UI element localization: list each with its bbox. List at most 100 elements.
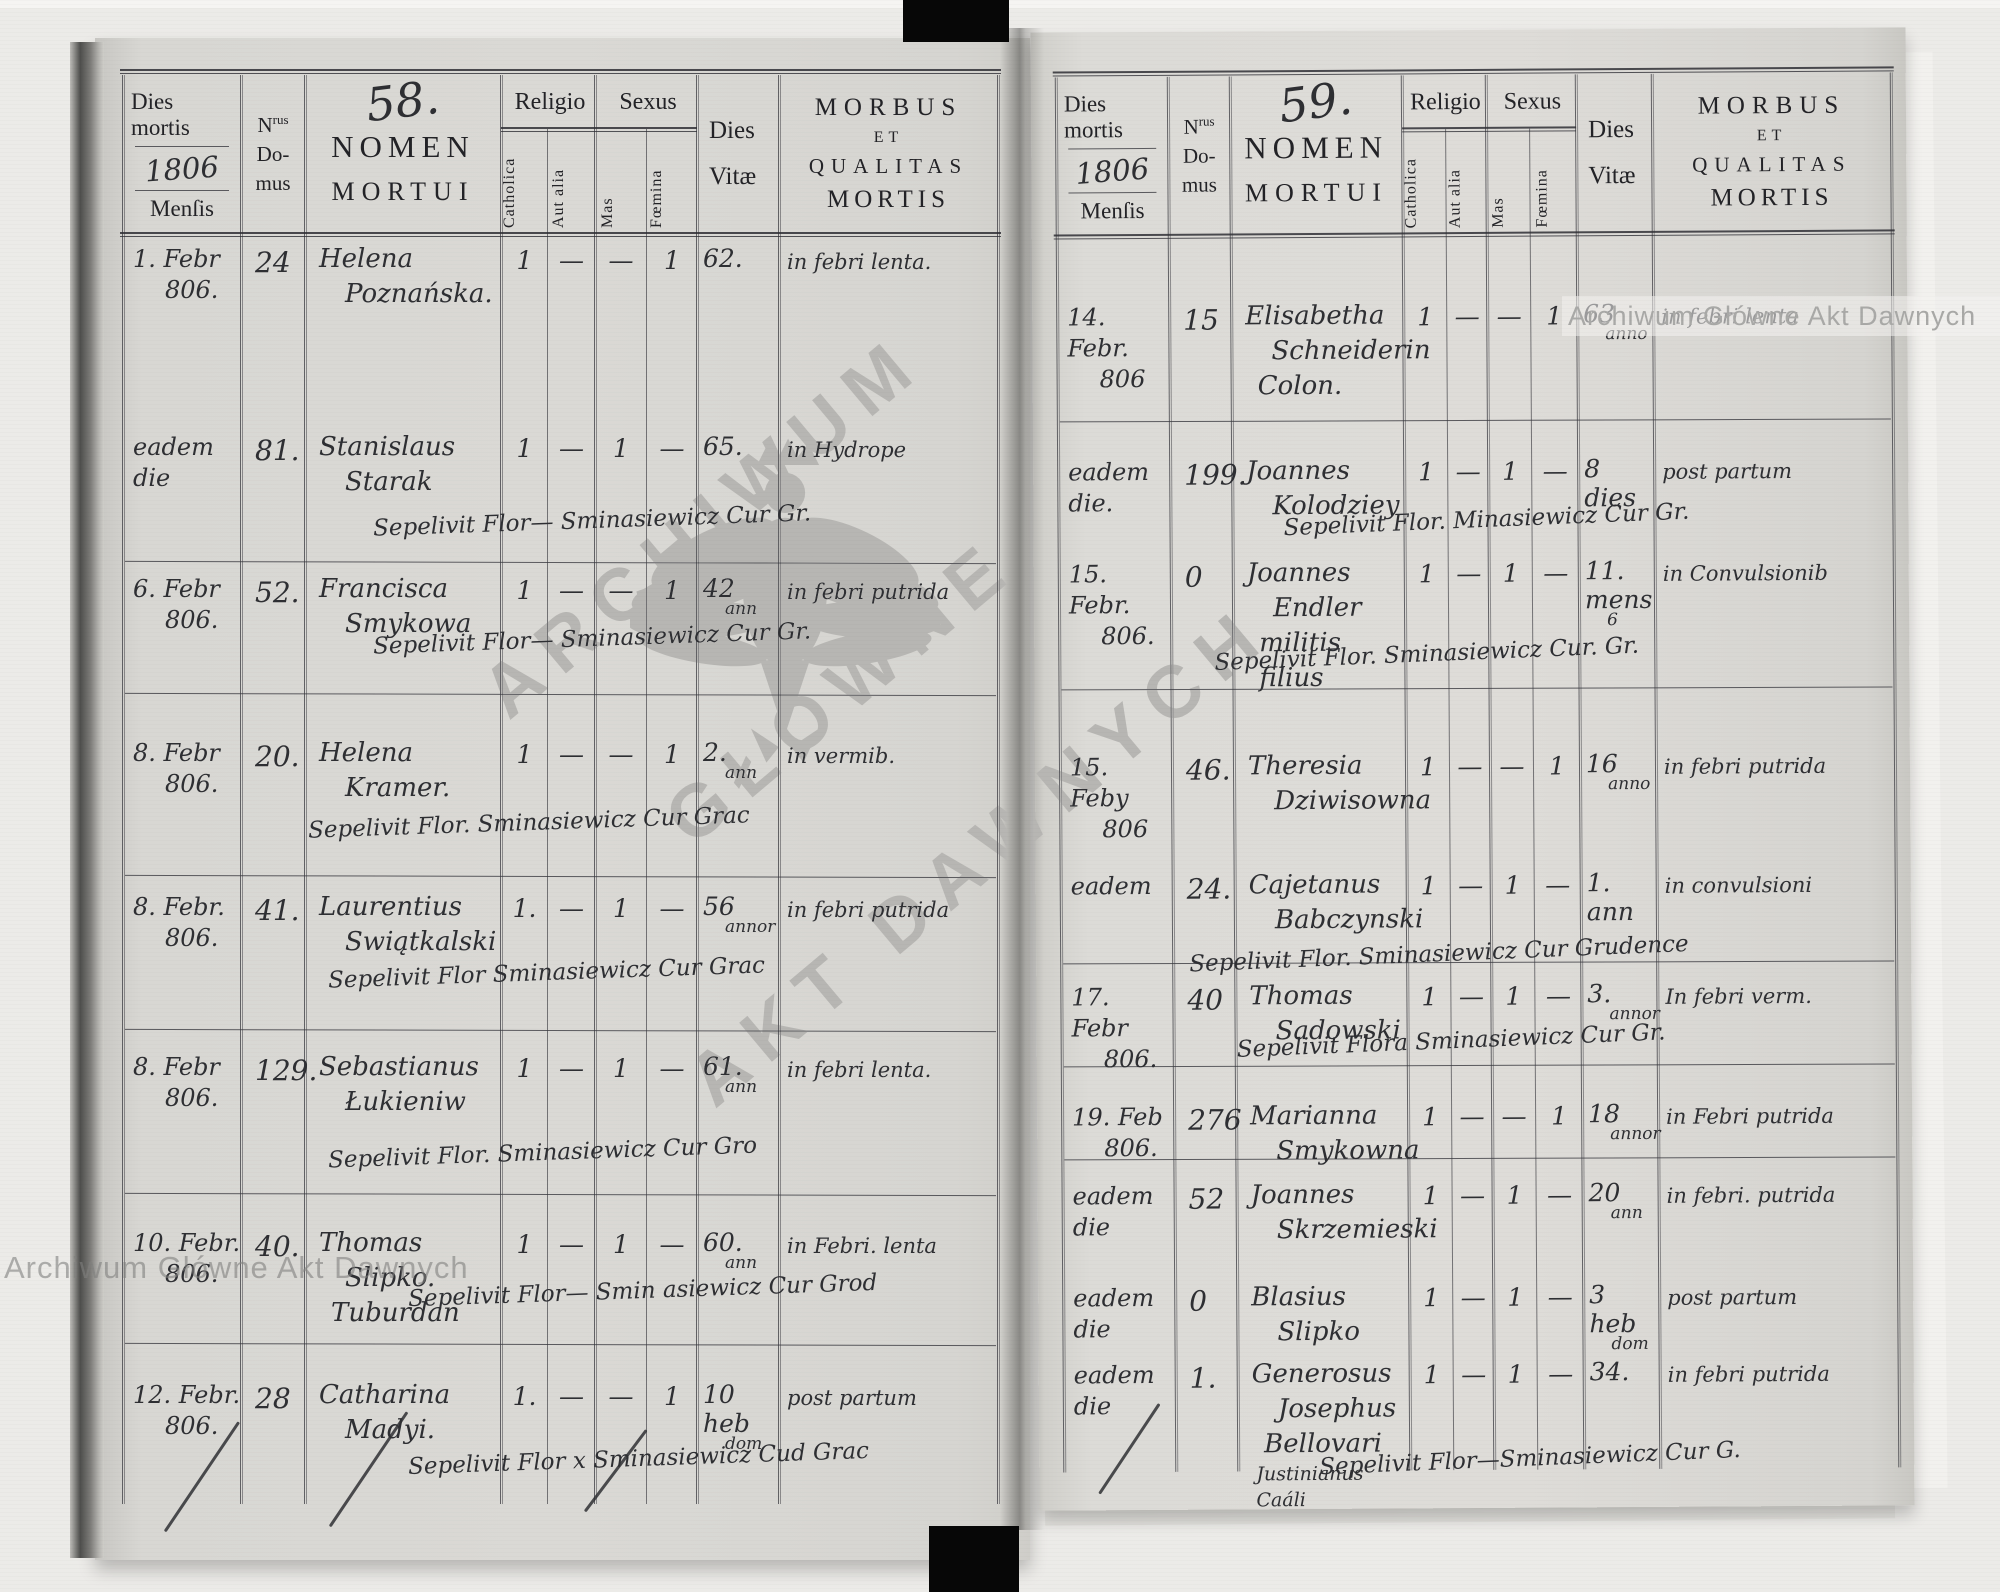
entry-house-number: 24: [241, 236, 305, 391]
entry-name: Sebastianus Łukieniw: [305, 1044, 501, 1194]
tally-mark: —: [1459, 1101, 1485, 1132]
death-date-year: 806.: [165, 1260, 219, 1289]
nrus-label: Nrus: [1183, 113, 1214, 139]
tally-mark: —: [559, 1054, 584, 1083]
house-number: 15: [1183, 303, 1219, 337]
entry-morbus: in febri. putrida: [1658, 1168, 1898, 1263]
register-entry: eadem die. 199. Joannes Kolodziey 1—1—8 dies…: [1058, 444, 1894, 547]
binding-strip-bottom: [929, 1526, 1019, 1592]
entry-morbus: in febri lenta.: [779, 1044, 998, 1194]
house-number: 24: [255, 246, 291, 279]
column-dies-vitae: Dies Vitæ: [1576, 74, 1653, 231]
name-line: Swiątkalski: [345, 927, 497, 958]
tally-mark: 1: [1551, 1101, 1568, 1131]
column-house-number: Nrus Do- mus: [1168, 76, 1231, 233]
name-line: Laurentius: [319, 892, 462, 922]
entry-dies-vitae: 61. ann: [697, 1044, 779, 1194]
table-line: [501, 127, 697, 132]
tally-mark: —: [659, 1230, 685, 1259]
register-page-left: Dies mortis 1806 Menſis Nrus Do- mus 58.…: [95, 38, 1030, 1560]
name-line: Tuburdan: [331, 1298, 460, 1329]
header-rule: [135, 190, 229, 192]
death-date: 19. Feb: [1072, 1102, 1163, 1132]
name-line: Dziwisowna: [1274, 785, 1432, 817]
house-number: 46.: [1185, 753, 1231, 787]
age-unit: ann: [725, 599, 758, 619]
vitae-label: Vitæ: [709, 162, 757, 190]
mark-catholica: 1: [501, 1220, 548, 1366]
register-entry: eadem die 81. Stanislaus Starak 1 — 1 — 65. in Hy…: [123, 424, 998, 562]
cause-of-death: in febri putrida: [1663, 753, 1827, 779]
entry-house-number: 276: [1174, 1093, 1242, 1171]
house-number: 0: [1189, 1284, 1208, 1318]
mark-mas: 1: [1494, 1350, 1539, 1513]
tally-mark: —: [559, 1382, 584, 1411]
death-date: eadem die: [1072, 1181, 1154, 1242]
cause-of-death: In febri verm.: [1665, 983, 1812, 1009]
entry-house-number: 41.: [241, 884, 305, 1032]
death-date: 1. Febr: [133, 245, 220, 273]
tally-mark: 1: [613, 1054, 629, 1083]
name-line: Elisabetha: [1245, 300, 1385, 332]
name-line: Marianna: [1250, 1100, 1378, 1132]
register-entry: 8. Febr 806. 20. Helena Kramer. 1 — — 1 2. ann in v…: [123, 730, 998, 878]
house-number: 129.: [255, 1054, 318, 1087]
entry-name: Marianna Smykowna: [1236, 1092, 1419, 1171]
entry-dies-vitae: 10 heb dom: [697, 1372, 779, 1504]
tally-mark: 1: [516, 740, 533, 769]
table-line: [500, 75, 503, 1504]
age-value: 61.: [703, 1052, 743, 1081]
tally-mark: 1: [613, 434, 629, 463]
table-line: [240, 75, 243, 1504]
entry-house-number: 199.: [1170, 448, 1247, 546]
tally-mark: —: [1547, 1282, 1573, 1312]
house-number: 0: [1184, 560, 1203, 594]
age-value: 11. mens: [1584, 556, 1653, 615]
entry-date: 10. Febr. 806.: [123, 1220, 241, 1366]
foemina-label: Fœmina: [648, 169, 665, 228]
entry-name: Laurentius Swiątkalski: [305, 884, 501, 1032]
tally-mark: 1: [1505, 981, 1522, 1011]
mark-catholica: 1: [1410, 1350, 1455, 1513]
tally-mark: 1: [664, 1382, 680, 1411]
mark-aut-alia: —: [1452, 1171, 1493, 1265]
dies-mortis-label: Dies mortis: [1063, 91, 1123, 143]
dies-label: Dies: [1588, 115, 1635, 143]
death-date-year: 806.: [165, 770, 219, 799]
watermark-bottom-left: Archiwum Główne Akt Dawnych: [4, 1250, 469, 1285]
entry-morbus: in febri putrida: [779, 566, 998, 694]
tally-mark: 1: [613, 894, 629, 923]
cause-of-death: in convulsioni: [1664, 872, 1813, 898]
entry-morbus: post partum: [1654, 444, 1894, 543]
tally-mark: 1: [1419, 752, 1437, 782]
entry-house-number: 15: [1169, 293, 1232, 425]
tally-mark: —: [1545, 870, 1571, 900]
mas-label: Mas: [599, 197, 616, 228]
tally-mark: 1: [1507, 1359, 1524, 1389]
death-date: 10. Febr.: [133, 1229, 241, 1257]
mark-aut-alia: —: [1454, 1350, 1495, 1513]
column-dies-vitae: Dies Vitæ: [697, 75, 779, 232]
entry-date: 17. Febr 806.: [1061, 974, 1174, 1087]
entry-morbus: in febri lenta.: [779, 236, 998, 391]
name-line: Sebastianus: [319, 1052, 479, 1082]
mark-foemina: —: [1538, 1349, 1585, 1512]
death-date: 8. Febr: [133, 1053, 220, 1081]
tally-mark: —: [608, 1382, 634, 1411]
morbus-label: MORBUS: [1697, 91, 1846, 120]
tally-mark: —: [1458, 870, 1484, 901]
tally-mark: 1.: [512, 1382, 537, 1411]
table-line: [120, 69, 1001, 74]
name-line: Helena: [319, 244, 414, 274]
mark-catholica: 1: [501, 566, 548, 694]
name-line: Joannes: [1246, 455, 1351, 487]
table-line: [778, 75, 781, 1504]
tally-mark: 1: [516, 246, 533, 275]
death-date: 12. Febr.: [133, 1381, 241, 1409]
mark-mas: 1: [595, 424, 647, 562]
religio-label: Religio: [1410, 88, 1481, 115]
death-date-year: 806.: [1103, 1045, 1158, 1074]
house-number: 52: [1188, 1182, 1225, 1216]
entry-dies-vitae: 18 annor: [1582, 1091, 1661, 1169]
tally-mark: 1: [516, 434, 533, 463]
